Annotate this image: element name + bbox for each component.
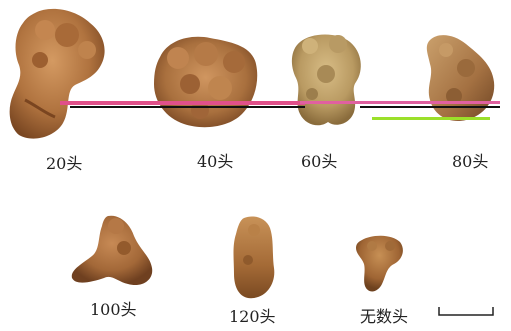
stripe-green	[372, 117, 490, 120]
label-20-tou: 20头	[46, 154, 83, 173]
specimen-20-tou	[9, 8, 105, 139]
stripe-black-left	[70, 106, 305, 108]
stripe-black-right	[360, 106, 500, 108]
specimen-unnumbered	[356, 235, 403, 292]
label-80-tou: 80头	[452, 152, 489, 171]
specimen-60-tou	[291, 34, 361, 126]
specimen-80-tou	[426, 35, 495, 122]
label-100-tou: 100头	[90, 300, 137, 319]
specimen-120-tou	[233, 216, 275, 299]
stripe-magenta-right	[300, 101, 500, 104]
label-60-tou: 60头	[301, 152, 338, 171]
label-40-tou: 40头	[197, 152, 234, 171]
specimen-100-tou	[71, 215, 153, 286]
label-120-tou: 120头	[229, 307, 276, 326]
label-unnumbered: 无数头	[360, 307, 409, 326]
stripe-magenta-left	[60, 101, 305, 105]
scale-bar	[438, 307, 494, 316]
specimen-40-tou	[154, 36, 258, 128]
